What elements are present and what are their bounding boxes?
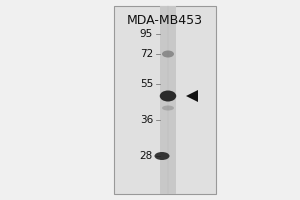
Bar bbox=[114, 6, 216, 194]
Text: 36: 36 bbox=[140, 115, 153, 125]
Text: 55: 55 bbox=[140, 79, 153, 89]
Ellipse shape bbox=[160, 90, 176, 102]
Ellipse shape bbox=[162, 50, 174, 58]
Polygon shape bbox=[186, 90, 198, 102]
Text: MDA-MB453: MDA-MB453 bbox=[127, 14, 203, 27]
Text: 95: 95 bbox=[140, 29, 153, 39]
Text: 28: 28 bbox=[140, 151, 153, 161]
Text: 72: 72 bbox=[140, 49, 153, 59]
Ellipse shape bbox=[162, 106, 174, 110]
Bar bbox=[160, 6, 176, 194]
Ellipse shape bbox=[154, 152, 169, 160]
